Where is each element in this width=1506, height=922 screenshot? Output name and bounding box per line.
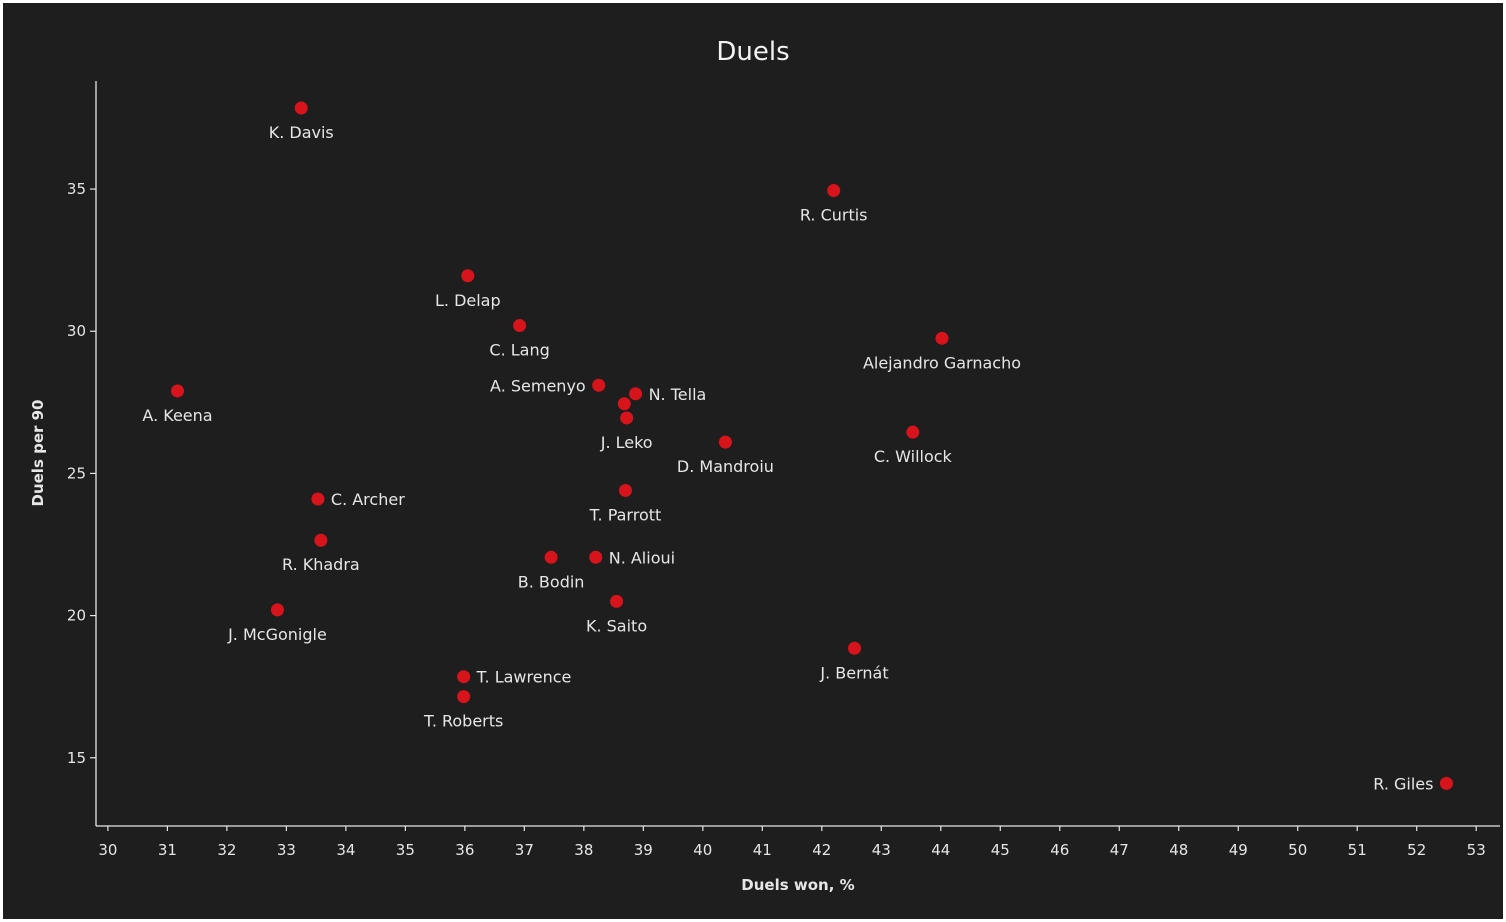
y-tick-label: 20 <box>67 607 86 625</box>
point-labels: K. Davis R. Curtis L. Delap C. Lang Alejandr… <box>142 123 1433 793</box>
chart-frame: Duels 30 31 32 33 34 35 36 37 38 39 40 41 42 43 44 45 46… <box>3 3 1503 919</box>
y-tick-label: 35 <box>67 180 86 198</box>
point-label: J. Leko <box>600 433 653 452</box>
point-label: B. Bodin <box>518 572 585 591</box>
data-point <box>311 492 325 506</box>
data-point <box>544 550 558 564</box>
x-tick-label: 48 <box>1169 841 1188 859</box>
point-label: L. Delap <box>435 291 501 310</box>
x-tick-label: 39 <box>634 841 653 859</box>
data-point <box>620 411 634 425</box>
data-point <box>718 435 732 449</box>
point-label: C. Willock <box>874 447 953 466</box>
data-point <box>610 594 624 608</box>
data-point <box>589 550 603 564</box>
point-label: C. Lang <box>489 341 549 360</box>
data-point <box>314 533 328 547</box>
point-label: D. Mandroiu <box>677 457 774 476</box>
x-tick-label: 46 <box>1050 841 1069 859</box>
data-point <box>935 331 949 345</box>
x-tick-label: 37 <box>515 841 534 859</box>
x-tick-label: 38 <box>574 841 593 859</box>
point-label: K. Davis <box>269 123 334 142</box>
x-tick-label: 35 <box>396 841 415 859</box>
point-label: C. Archer <box>331 490 405 509</box>
point-label: K. Saito <box>586 616 647 635</box>
y-tick-label: 15 <box>67 749 86 767</box>
point-label: R. Khadra <box>282 555 360 574</box>
y-axis-title: Duels per 90 <box>29 400 47 507</box>
point-label: R. Giles <box>1373 774 1433 793</box>
y-tick-label: 25 <box>67 464 86 482</box>
point-label: N. Alioui <box>609 548 675 567</box>
x-tick-label: 53 <box>1467 841 1486 859</box>
y-tick-label: 30 <box>67 322 86 340</box>
data-point <box>457 690 471 704</box>
data-point <box>592 378 606 392</box>
data-point <box>848 641 862 655</box>
point-label: T. Lawrence <box>476 668 572 687</box>
point-label: T. Roberts <box>423 712 503 731</box>
x-tick-label: 52 <box>1407 841 1426 859</box>
x-axis-ticks: 30 31 32 33 34 35 36 37 38 39 40 41 42 43 44 45 46 47 48 49… <box>98 826 1486 859</box>
point-label: R. Curtis <box>800 205 868 224</box>
x-tick-label: 51 <box>1348 841 1367 859</box>
x-tick-label: 47 <box>1110 841 1129 859</box>
point-label: N. Tella <box>649 385 707 404</box>
x-tick-label: 31 <box>158 841 177 859</box>
y-axis-ticks: 15 20 25 30 35 <box>67 180 96 767</box>
data-point <box>617 397 631 411</box>
x-tick-label: 43 <box>872 841 891 859</box>
x-tick-label: 40 <box>693 841 712 859</box>
chart-title: Duels <box>716 37 789 67</box>
data-point <box>1439 776 1453 790</box>
data-point <box>827 183 841 197</box>
scatter-chart: Duels 30 31 32 33 34 35 36 37 38 39 40 41 42 43 44 45 46… <box>29 37 1500 894</box>
x-tick-label: 32 <box>217 841 236 859</box>
x-axis-title: Duels won, % <box>741 876 854 894</box>
x-tick-label: 50 <box>1288 841 1307 859</box>
data-point <box>629 387 643 401</box>
data-point <box>906 425 920 439</box>
x-tick-label: 45 <box>991 841 1010 859</box>
x-tick-label: 44 <box>931 841 950 859</box>
data-points <box>171 101 1453 790</box>
point-label: J. McGonigle <box>227 625 327 644</box>
point-label: A. Keena <box>142 406 212 425</box>
point-label: A. Semenyo <box>490 376 586 395</box>
x-tick-label: 33 <box>277 841 296 859</box>
data-point <box>461 269 475 283</box>
x-tick-label: 36 <box>455 841 474 859</box>
x-tick-label: 41 <box>753 841 772 859</box>
x-tick-label: 42 <box>812 841 831 859</box>
data-point <box>270 603 284 617</box>
data-point <box>457 670 471 684</box>
point-label: T. Parrott <box>589 505 662 524</box>
point-label: J. Bernát <box>819 663 888 682</box>
point-label: Alejandro Garnacho <box>863 353 1021 372</box>
x-tick-label: 30 <box>98 841 117 859</box>
x-tick-label: 34 <box>336 841 355 859</box>
x-tick-label: 49 <box>1229 841 1248 859</box>
data-point <box>618 483 632 497</box>
data-point <box>294 101 308 115</box>
data-point <box>513 319 527 333</box>
data-point <box>171 384 185 398</box>
